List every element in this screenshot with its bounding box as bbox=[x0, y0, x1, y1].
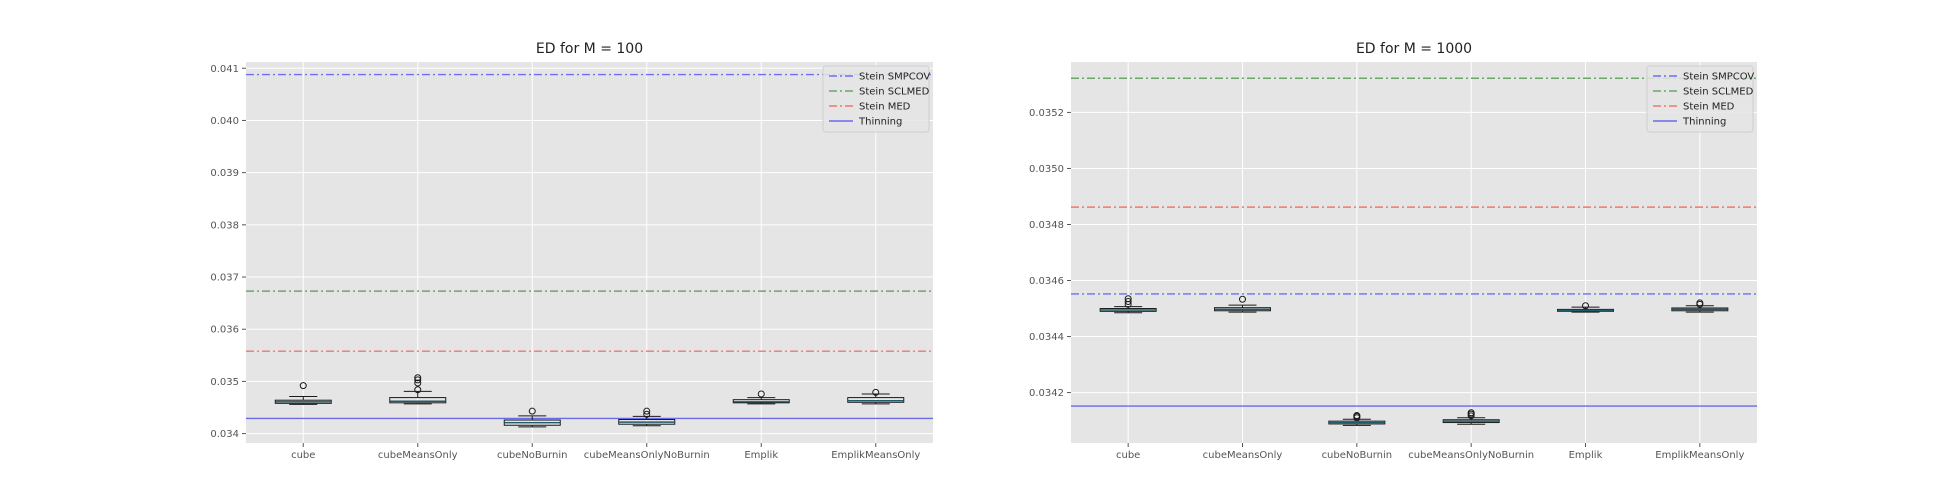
x-tick-label: cubeMeansOnlyNoBurnin bbox=[1408, 450, 1534, 461]
outlier-point bbox=[1467, 409, 1475, 417]
legend-box bbox=[1646, 65, 1754, 133]
boxplot-cubeNoBurnin bbox=[503, 407, 561, 428]
outlier-point bbox=[414, 376, 422, 384]
legend-label: Stein MED bbox=[859, 102, 911, 113]
chart-title: ED for M = 1000 bbox=[1356, 41, 1472, 57]
boxplot-Emplik bbox=[732, 390, 790, 405]
outlier-point bbox=[299, 382, 307, 390]
outlier-point bbox=[414, 386, 422, 394]
x-tick-label: cubeMeansOnly bbox=[378, 450, 458, 461]
outlier-point bbox=[872, 388, 880, 396]
y-tick-label: 0.037 bbox=[210, 273, 239, 284]
boxplots bbox=[1099, 295, 1729, 426]
x-tick-label: cubeNoBurnin bbox=[1322, 450, 1393, 461]
y-tick-labels: 0.034 0.035 0.036 0.037 0.038 0.039 0.040 0.041 bbox=[210, 64, 246, 440]
legend-label: Thinning bbox=[1682, 117, 1726, 128]
chart-ed-m1000: 0.0342 0.0344 0.0346 0.0348 0.0350 0.0352 cub… bbox=[1029, 41, 1757, 461]
boxplot-cubeNoBurnin bbox=[1328, 412, 1386, 426]
outlier-point bbox=[414, 379, 422, 387]
y-tick-label: 0.040 bbox=[210, 116, 239, 127]
plot-area bbox=[1071, 62, 1757, 443]
legend-label: Stein SCLMED bbox=[859, 87, 930, 98]
y-tick-label: 0.038 bbox=[210, 220, 239, 231]
y-tick-label: 0.034 bbox=[210, 429, 239, 440]
boxplot-EmplikMeansOnly bbox=[1671, 299, 1729, 313]
x-tick-label: cube bbox=[1116, 450, 1140, 461]
reference-lines bbox=[246, 73, 933, 420]
outlier-point bbox=[1239, 295, 1246, 303]
y-tick-label: 0.039 bbox=[210, 168, 239, 179]
y-tick-label: 0.0342 bbox=[1029, 388, 1064, 399]
boxplot-EmplikMeansOnly bbox=[847, 388, 905, 405]
boxplot-cubeMeansOnlyNoBurnin bbox=[618, 407, 676, 427]
y-tick-label: 0.0344 bbox=[1029, 332, 1064, 343]
x-tick-labels: cube cubeMeansOnly cubeNoBurnin cubeMeansOn… bbox=[291, 443, 920, 461]
plot-area bbox=[246, 62, 933, 443]
x-tick-label: cubeMeansOnly bbox=[1203, 450, 1283, 461]
boxplot-cubeMeansOnly bbox=[389, 374, 447, 405]
boxplot-cube bbox=[274, 382, 332, 405]
chart-title: ED for M = 100 bbox=[536, 41, 643, 57]
x-tick-label: Emplik bbox=[744, 450, 778, 461]
outlier-point bbox=[528, 407, 536, 415]
x-tick-labels: cube cubeMeansOnly cubeNoBurnin cubeMeansOn… bbox=[1116, 443, 1744, 461]
x-tick-label: EmplikMeansOnly bbox=[831, 450, 920, 461]
x-tick-label: EmplikMeansOnly bbox=[1655, 450, 1744, 461]
y-tick-label: 0.0346 bbox=[1029, 276, 1064, 287]
x-tick-label: cube bbox=[291, 450, 315, 461]
legend-label: Thinning bbox=[858, 117, 902, 128]
boxplot-cubeMeansOnly bbox=[1214, 295, 1271, 313]
outlier-point bbox=[1124, 298, 1132, 306]
box-iqr bbox=[847, 397, 905, 403]
outlier-point bbox=[1353, 412, 1361, 420]
outlier-point bbox=[643, 410, 651, 418]
gridlines bbox=[1071, 62, 1757, 443]
y-tick-label: 0.036 bbox=[210, 325, 239, 336]
outlier-point bbox=[1696, 299, 1704, 307]
legend-label: Stein SCLMED bbox=[1683, 87, 1754, 98]
boxplots bbox=[274, 374, 905, 428]
legend: Stein SMPCOV Stein SCLMED Stein MED Thinnin… bbox=[822, 65, 930, 133]
x-tick-label: cubeMeansOnlyNoBurnin bbox=[584, 450, 710, 461]
y-tick-label: 0.035 bbox=[210, 377, 239, 388]
outlier-point bbox=[643, 407, 651, 415]
x-tick-label: Emplik bbox=[1569, 450, 1603, 461]
legend-label: Stein SMPCOV bbox=[859, 72, 930, 83]
boxplot-Emplik bbox=[1557, 302, 1614, 313]
outlier-point bbox=[757, 390, 765, 398]
legend-label: Stein MED bbox=[1683, 102, 1735, 113]
legend: Stein SMPCOV Stein SCLMED Stein MED Thinnin… bbox=[1646, 65, 1754, 133]
y-tick-label: 0.0348 bbox=[1029, 220, 1064, 231]
y-tick-label: 0.041 bbox=[210, 64, 239, 75]
outlier-point bbox=[1124, 295, 1132, 303]
boxplot-cubeMeansOnlyNoBurnin bbox=[1442, 409, 1500, 425]
y-tick-label: 0.0350 bbox=[1029, 164, 1064, 175]
y-tick-label: 0.0352 bbox=[1029, 108, 1064, 119]
reference-lines bbox=[1071, 77, 1757, 407]
box-iqr bbox=[389, 397, 447, 404]
y-tick-labels: 0.0342 0.0344 0.0346 0.0348 0.0350 0.0352 bbox=[1029, 108, 1071, 399]
legend-box bbox=[822, 65, 930, 133]
legend-label: Stein SMPCOV bbox=[1683, 72, 1754, 83]
outlier-point bbox=[1582, 302, 1589, 310]
outlier-point bbox=[414, 374, 422, 382]
chart-ed-m100: 0.034 0.035 0.036 0.037 0.038 0.039 0.040 0.041… bbox=[210, 41, 933, 461]
x-tick-label: cubeNoBurnin bbox=[497, 450, 568, 461]
boxplot-cube bbox=[1099, 295, 1157, 314]
